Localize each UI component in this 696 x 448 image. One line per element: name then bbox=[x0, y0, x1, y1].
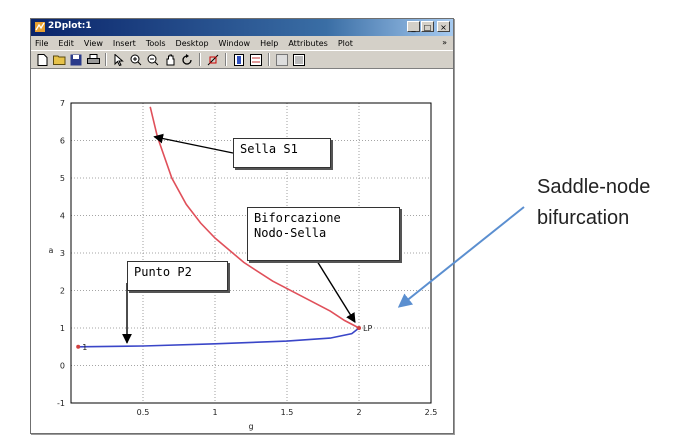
series-layer bbox=[78, 106, 360, 348]
zoom-out-icon[interactable] bbox=[146, 53, 160, 67]
annotation-sella-s1[interactable]: Sella S1 bbox=[233, 138, 331, 168]
save-icon[interactable] bbox=[69, 53, 83, 67]
x-tick-label: 1 bbox=[212, 408, 217, 417]
callout-line: bifurcation bbox=[537, 207, 630, 229]
data-cursor-icon[interactable] bbox=[206, 53, 220, 67]
print-icon[interactable] bbox=[86, 53, 100, 67]
menu-plot[interactable]: Plot bbox=[337, 38, 353, 48]
y-tick-label: 0 bbox=[60, 362, 65, 371]
toolbar-separator bbox=[199, 53, 201, 66]
annotation-arrow bbox=[153, 133, 234, 154]
x-axis-label: g bbox=[248, 422, 253, 431]
y-tick-label: 1 bbox=[60, 324, 65, 333]
annotation-biforcazione-nodo-sella[interactable]: Biforcazione Nodo-Sella bbox=[247, 207, 400, 261]
menu-overflow-icon[interactable]: » bbox=[442, 38, 447, 47]
x-tick-label: 0.5 bbox=[137, 408, 150, 417]
axes-box bbox=[70, 102, 432, 404]
menu-desktop[interactable]: Desktop bbox=[175, 38, 209, 48]
callout-line: Saddle-node bbox=[537, 176, 651, 198]
plot-tools-icon[interactable] bbox=[292, 53, 306, 67]
menu-view[interactable]: View bbox=[83, 38, 103, 48]
series-line-1 bbox=[78, 327, 360, 348]
annotation-arrow-layer bbox=[122, 133, 356, 344]
grid-icon[interactable] bbox=[275, 53, 289, 67]
x-tick-label: 2 bbox=[356, 408, 361, 417]
menu-insert[interactable]: Insert bbox=[112, 38, 136, 48]
callout-arrow bbox=[397, 206, 525, 308]
y-tick-label: 6 bbox=[60, 137, 65, 146]
menu-window[interactable]: Window bbox=[218, 38, 251, 48]
title-bar[interactable]: 2Dplot:1 _ □ × bbox=[31, 19, 453, 36]
colorbar-icon[interactable] bbox=[232, 53, 246, 67]
open-folder-icon[interactable] bbox=[52, 53, 66, 67]
rotate-icon[interactable] bbox=[180, 53, 194, 67]
y-tick-label: -1 bbox=[57, 399, 65, 408]
marker-label: 1 bbox=[82, 343, 87, 352]
annotation-punto-p2[interactable]: Punto P2 bbox=[127, 261, 228, 291]
toolbar-separator bbox=[105, 53, 107, 66]
toolbar-separator bbox=[268, 53, 270, 66]
y-tick-label: 2 bbox=[60, 287, 65, 296]
marker-point bbox=[76, 344, 81, 349]
figure-window: 2Dplot:1 _ □ × File Edit View Insert Too… bbox=[30, 18, 454, 434]
window-title: 2Dplot:1 bbox=[48, 21, 92, 31]
toolbar bbox=[31, 50, 453, 69]
x-tick-label: 2.5 bbox=[425, 408, 438, 417]
y-tick-label: 3 bbox=[60, 249, 65, 258]
menu-tools[interactable]: Tools bbox=[145, 38, 166, 48]
y-tick-label: 5 bbox=[60, 174, 65, 183]
y-tick-label: 4 bbox=[60, 212, 65, 221]
series-line-0 bbox=[149, 106, 360, 329]
tick-layer: 0.5 1 1.5 2 2.5 -1 0 1 2 3 4 5 6 7 g a bbox=[49, 99, 438, 431]
pan-icon[interactable] bbox=[163, 53, 177, 67]
marker-point bbox=[357, 326, 361, 330]
menu-edit[interactable]: Edit bbox=[58, 38, 74, 48]
saddle-node-callout: Saddle-node bifurcation bbox=[537, 172, 650, 234]
x-tick-label: 1.5 bbox=[281, 408, 294, 417]
matlab-figure-icon bbox=[35, 22, 45, 32]
legend-icon[interactable] bbox=[249, 53, 263, 67]
y-axis-label: a bbox=[49, 246, 54, 255]
menu-help[interactable]: Help bbox=[260, 38, 279, 48]
y-tick-label: 7 bbox=[60, 99, 65, 108]
menu-attributes[interactable]: Attributes bbox=[288, 38, 328, 48]
new-file-icon[interactable] bbox=[35, 53, 49, 67]
figure-canvas: 0.5 1 1.5 2 2.5 -1 0 1 2 3 4 5 6 7 g a LP 1 Sella S1 Bif… bbox=[31, 69, 453, 433]
close-button[interactable]: × bbox=[437, 21, 450, 32]
zoom-in-icon[interactable] bbox=[129, 53, 143, 67]
menu-file[interactable]: File bbox=[35, 38, 49, 48]
annotation-arrow bbox=[316, 260, 356, 323]
minimize-button[interactable]: _ bbox=[407, 21, 420, 32]
marker-label: LP bbox=[363, 324, 372, 333]
toolbar-separator bbox=[225, 53, 227, 66]
menu-bar: File Edit View Insert Tools Desktop Wind… bbox=[31, 36, 453, 50]
maximize-button[interactable]: □ bbox=[421, 21, 434, 32]
pointer-icon[interactable] bbox=[112, 53, 126, 67]
marker-layer: LP 1 bbox=[76, 324, 372, 352]
